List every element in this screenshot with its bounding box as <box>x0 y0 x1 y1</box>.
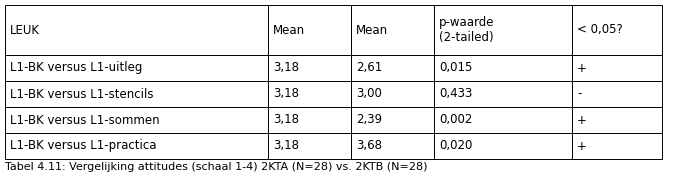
Bar <box>434 55 572 81</box>
Bar <box>268 107 351 133</box>
Bar <box>434 81 572 107</box>
Bar <box>351 55 434 81</box>
Text: L1-BK versus L1-stencils: L1-BK versus L1-stencils <box>10 88 153 101</box>
Bar <box>351 5 434 55</box>
Text: Mean: Mean <box>273 24 305 36</box>
Bar <box>572 55 662 81</box>
Text: 0,433: 0,433 <box>439 88 472 101</box>
Text: Tabel 4.11: Vergelijking attitudes (schaal 1-4) 2KTA (N=28) vs. 2KTB (N=28): Tabel 4.11: Vergelijking attitudes (scha… <box>5 162 428 172</box>
Text: Mean: Mean <box>356 24 388 36</box>
Bar <box>268 5 351 55</box>
Text: p-waarde
(2-tailed): p-waarde (2-tailed) <box>439 16 494 44</box>
Bar <box>5 55 268 81</box>
Bar <box>5 81 268 107</box>
Bar <box>572 107 662 133</box>
Text: 0,015: 0,015 <box>439 62 472 74</box>
Bar <box>572 5 662 55</box>
Text: 2,39: 2,39 <box>356 113 382 127</box>
Bar <box>351 133 434 159</box>
Bar <box>351 81 434 107</box>
Text: +: + <box>577 62 587 74</box>
Text: +: + <box>577 139 587 153</box>
Bar <box>268 55 351 81</box>
Bar <box>434 107 572 133</box>
Bar <box>5 133 268 159</box>
Bar <box>351 107 434 133</box>
Bar <box>268 81 351 107</box>
Bar <box>5 5 268 55</box>
Bar <box>572 133 662 159</box>
Text: 3,18: 3,18 <box>273 113 299 127</box>
Text: 2,61: 2,61 <box>356 62 382 74</box>
Text: +: + <box>577 113 587 127</box>
Text: < 0,05?: < 0,05? <box>577 24 623 36</box>
Bar <box>434 133 572 159</box>
Bar <box>268 133 351 159</box>
Text: -: - <box>577 88 582 101</box>
Text: 0,020: 0,020 <box>439 139 472 153</box>
Bar <box>572 81 662 107</box>
Text: LEUK: LEUK <box>10 24 40 36</box>
Bar <box>5 107 268 133</box>
Text: 3,68: 3,68 <box>356 139 382 153</box>
Text: 3,18: 3,18 <box>273 139 299 153</box>
Text: L1-BK versus L1-practica: L1-BK versus L1-practica <box>10 139 157 153</box>
Text: L1-BK versus L1-uitleg: L1-BK versus L1-uitleg <box>10 62 142 74</box>
Bar <box>434 5 572 55</box>
Text: 3,00: 3,00 <box>356 88 382 101</box>
Text: 3,18: 3,18 <box>273 62 299 74</box>
Text: L1-BK versus L1-sommen: L1-BK versus L1-sommen <box>10 113 160 127</box>
Text: 0,002: 0,002 <box>439 113 472 127</box>
Text: 3,18: 3,18 <box>273 88 299 101</box>
